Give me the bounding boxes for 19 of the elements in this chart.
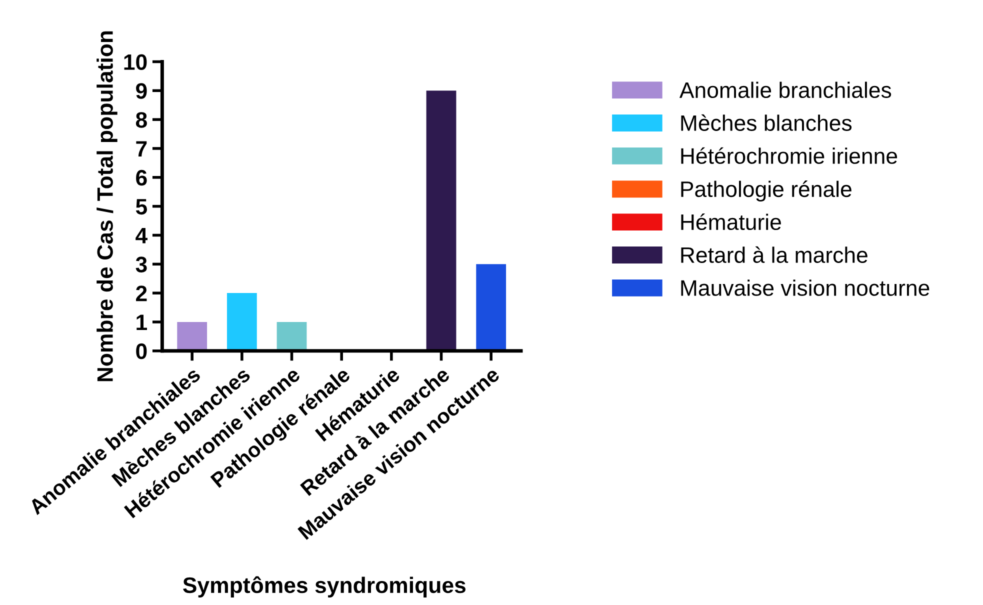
legend-label: Pathologie rénale: [681, 180, 852, 202]
y-tick-label: 0: [136, 343, 147, 360]
y-tick-label: 8: [136, 112, 147, 128]
y-tick-label: 3: [136, 256, 147, 272]
y-tick-label: 5: [136, 199, 147, 215]
legend-label: Mèches blanches: [681, 114, 852, 131]
y-tick-label: 7: [136, 141, 147, 157]
x-axis-title: Symptômes syndromiques: [183, 576, 466, 598]
legend-label: Mauvaise vision nocturne: [681, 280, 930, 296]
y-tick-label: 2: [136, 286, 147, 302]
y-tick-label: 1: [136, 314, 147, 330]
y-tick-label: 4: [136, 228, 148, 244]
legend-label: Hétérochromie irienne: [681, 147, 898, 164]
y-tick-label: 9: [136, 83, 147, 99]
legend-label: Anomalie branchiales: [679, 82, 892, 98]
y-tick-label: 10: [124, 54, 147, 70]
legend-label: Hématurie: [681, 213, 781, 230]
y-tick-label: 6: [136, 170, 147, 186]
legend-label: Retard à la marche: [681, 246, 868, 263]
